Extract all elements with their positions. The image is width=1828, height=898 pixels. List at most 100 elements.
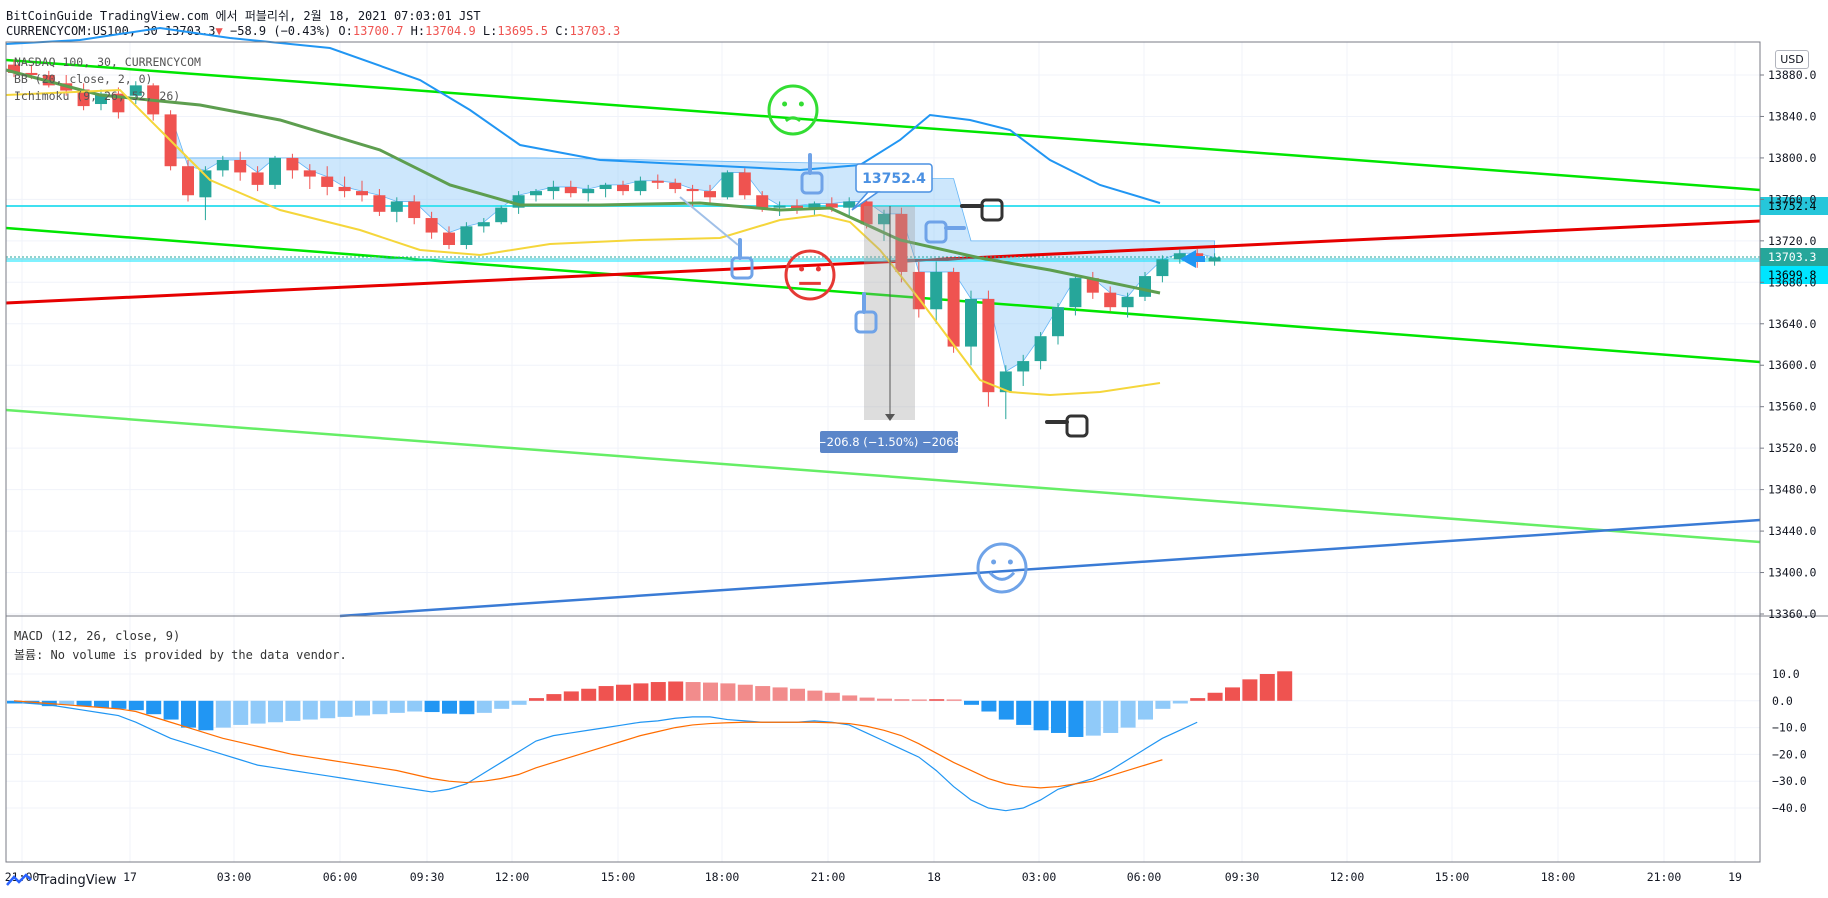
macd-tick-label: 10.0 xyxy=(1772,667,1800,681)
candle-body xyxy=(425,218,438,233)
macd-histogram-bar xyxy=(668,681,684,701)
macd-tick-label: −40.0 xyxy=(1772,801,1807,815)
macd-histogram-bar xyxy=(111,700,127,709)
macd-histogram-bar xyxy=(372,700,388,715)
candle-body xyxy=(930,271,943,310)
candle-body xyxy=(77,89,90,107)
candle-body xyxy=(321,176,334,187)
pointing-hand-icon xyxy=(924,220,966,244)
candle-body xyxy=(1104,292,1117,308)
macd-histogram-bar xyxy=(737,684,753,701)
price-tick-label: 13840.0 xyxy=(1768,109,1817,123)
candle-body xyxy=(303,170,316,177)
macd-tick-label: −10.0 xyxy=(1772,721,1807,735)
axes: 13880.0 13840.0 13800.0 13760.0 13720.0 13680… xyxy=(5,41,1828,884)
macd-histogram-bar xyxy=(250,700,266,724)
trendline-lower-green xyxy=(5,408,1761,544)
candle-body xyxy=(25,72,38,75)
macd-histogram-bar xyxy=(215,700,231,728)
currency-badge[interactable]: USD xyxy=(1775,50,1809,69)
macd-histogram-bar xyxy=(598,686,614,701)
time-tick-label: 12:00 xyxy=(495,870,530,884)
close-label: C: xyxy=(555,24,570,38)
brand-label: TradingView xyxy=(38,872,117,888)
legend-ichimoku: Ichimoku (9, 26, 52, 26) xyxy=(14,89,181,103)
grid xyxy=(6,42,1760,862)
candle-body xyxy=(1121,296,1134,308)
trend-lines[interactable] xyxy=(5,58,1761,618)
dizzy-face-icon xyxy=(767,84,819,136)
macd-histogram-bar xyxy=(1138,700,1153,720)
candle-body xyxy=(860,201,873,225)
face-mouth xyxy=(988,571,1016,581)
candle-body xyxy=(1208,257,1221,262)
macd-histogram-bar xyxy=(546,694,562,701)
legend-bb: BB (20, close, 2, 0) xyxy=(14,72,153,86)
happy-face-icon xyxy=(976,542,1028,594)
price-tick-label: 13760.0 xyxy=(1768,192,1817,206)
drawings[interactable]: −206.8 (−1.50%) −2068 13752.4 13752.4 13703… xyxy=(679,84,1828,594)
hand-palm xyxy=(924,220,948,244)
candle-body xyxy=(460,226,473,245)
macd-histogram-bar xyxy=(685,682,701,701)
candle-body xyxy=(599,184,612,190)
candle-body xyxy=(1052,307,1064,337)
macd-histogram-bar xyxy=(1068,700,1084,737)
time-tick-label: 06:00 xyxy=(323,870,358,884)
macd-histogram-bar xyxy=(563,691,579,701)
indicator-lines xyxy=(5,26,1161,397)
price-tick-label: 13880.0 xyxy=(1768,68,1817,82)
price-callout-tail xyxy=(851,191,881,211)
macd-pane xyxy=(7,671,1293,812)
price-tick-label: 13440.0 xyxy=(1768,524,1817,538)
hand-palm xyxy=(1065,414,1089,438)
measure-label-box xyxy=(820,431,958,453)
candle-body xyxy=(982,298,995,393)
time-tick-label: 12:00 xyxy=(1330,870,1365,884)
macd-histogram-bar xyxy=(616,684,631,701)
macd-histogram-bar xyxy=(790,688,805,701)
macd-histogram-bar xyxy=(233,700,249,725)
tradingview-logo[interactable]: TradingView xyxy=(6,870,117,890)
macd-histogram-bar xyxy=(1207,692,1223,701)
candle-body xyxy=(1139,276,1151,297)
down-arrow-icon: ▼ xyxy=(215,24,223,38)
macd-histogram-bar xyxy=(442,700,457,714)
macd-histogram-bar xyxy=(511,700,527,705)
macd-histogram-bar xyxy=(1051,700,1066,733)
candle-body xyxy=(721,172,734,198)
candle-body xyxy=(1069,278,1082,308)
face-eye xyxy=(815,266,821,272)
ohlc-info: CURRENCYCOM:US100, 30 13703.3▼ −58.9 (−0… xyxy=(6,24,620,38)
candle-body xyxy=(947,271,960,347)
macd-histogram-bar xyxy=(1225,687,1240,701)
candle-body xyxy=(408,201,421,219)
macd-histogram-bar xyxy=(807,690,823,701)
macd-histogram-bar xyxy=(407,700,423,712)
candle-body xyxy=(338,186,351,192)
macd-histogram-bar xyxy=(1016,700,1032,725)
close-value: 13703.3 xyxy=(569,24,621,38)
macd-histogram-bar xyxy=(894,699,910,701)
time-tick-label: 18 xyxy=(927,870,941,884)
candle-body xyxy=(1156,259,1169,277)
price-badge-label: 13703.3 xyxy=(1768,250,1817,264)
candle-body xyxy=(216,159,229,171)
candle-body xyxy=(912,271,925,310)
face-mouth xyxy=(784,116,802,123)
time-tick-label: 18:00 xyxy=(1541,870,1576,884)
macd-histogram-bar xyxy=(459,700,475,715)
macd-histogram-bar xyxy=(529,698,544,701)
candle-body xyxy=(686,189,699,192)
time-tick-label: 19 xyxy=(1728,870,1742,884)
macd-histogram-bar xyxy=(320,700,336,719)
macd-histogram-bar xyxy=(476,700,492,713)
macd-histogram-bar xyxy=(842,695,858,701)
hand-palm xyxy=(980,198,1004,222)
candle-body xyxy=(878,213,890,225)
macd-histogram-bar xyxy=(424,700,440,713)
candle-body xyxy=(495,207,508,223)
price-tick-label: 13680.0 xyxy=(1768,275,1817,289)
candle-body xyxy=(617,184,629,192)
